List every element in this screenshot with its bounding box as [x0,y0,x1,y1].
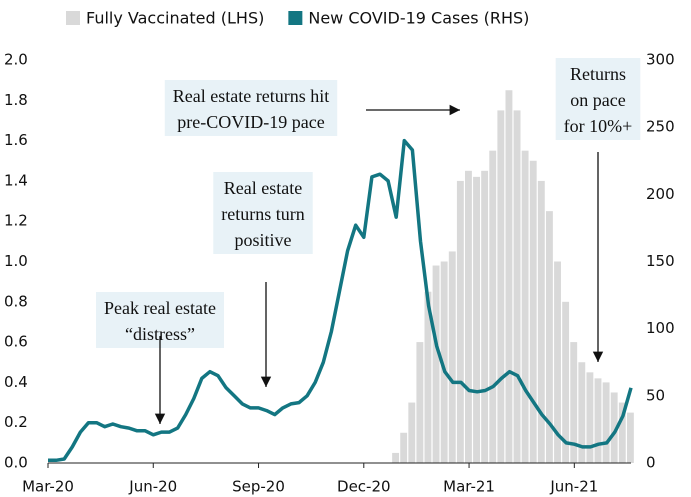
x-tick-label: Sep-20 [232,478,285,496]
x-tick-label: Mar-20 [22,478,74,496]
y2-tick-label: 300 [646,51,675,69]
bar [618,402,626,463]
y-tick-label: 0.8 [4,292,28,310]
line [48,138,633,463]
y-tick-label: 1.4 [4,171,28,189]
bar [505,90,513,463]
y-tick-label: 1.0 [4,252,28,270]
y2-tick-label: 150 [646,252,675,270]
annotation-text: positive [235,230,292,250]
annotation: Real estate returns hit pre-COVID-19 pace [164,80,460,136]
annotation: Returns on pace for 10%+ [555,58,641,362]
bar [440,261,448,463]
annotation-text: “distress” [125,324,195,344]
bar [489,150,497,464]
bar [432,265,440,463]
y2-tick-label: 100 [646,319,675,337]
bar [424,291,432,463]
y-tick-label: 0.0 [4,454,28,472]
bar [408,402,416,463]
bar [400,432,408,463]
bar [578,362,586,463]
bar [586,372,594,463]
bar [610,392,618,463]
bar [513,110,521,463]
bar [481,170,489,463]
legend-label: Fully Vaccinated (LHS) [86,9,264,28]
line-layer [48,138,633,463]
bar [570,342,578,463]
x-tick-label: Dec-20 [337,478,391,496]
annotation-box [213,172,313,254]
bar [456,180,464,463]
annotation-text: for 10%+ [564,116,633,136]
bar [554,261,561,463]
x-tick-label: Jun-21 [549,478,598,496]
y-tick-label: 1.6 [4,131,28,149]
legend-swatch [288,11,303,25]
bar [521,150,529,464]
annotation-box [164,80,338,136]
y-tick-label: 0.6 [4,333,28,351]
y-tick-label: 2.0 [4,51,28,69]
annotation-text: pre-COVID-19 pace [177,112,324,132]
annotation-layer: Peak real estate “distress” Real estate ret… [96,58,641,424]
annotation-text: on pace [570,90,625,110]
bar [562,301,570,463]
bar [392,452,400,463]
y-tick-label: 1.2 [4,212,28,230]
y2-tick-label: 250 [646,118,675,136]
x-tick-label: Jun-20 [128,478,177,496]
annotation-text: Returns [570,64,626,84]
annotation-text: returns turn [221,204,304,224]
bar [626,412,634,463]
bar [473,176,480,463]
x-tick-label: Mar-21 [443,478,495,496]
annotation-text: Real estate [224,178,302,198]
y-tick-label: 0.4 [4,373,28,391]
legend-item: Fully Vaccinated (LHS) [66,9,264,28]
annotation-text: Peak real estate [104,298,216,318]
legend-swatch [66,11,80,25]
annotation-text: Real estate returns hit [173,86,329,106]
legend-item: New COVID-19 Cases (RHS) [288,9,529,28]
y2-tick-label: 0 [646,454,656,472]
y-tick-label: 1.8 [4,91,28,109]
annotation-box [555,58,641,140]
bar [465,170,472,463]
bar [545,211,553,463]
bar [448,251,456,463]
y2-tick-label: 200 [646,185,675,203]
bar [537,180,545,463]
bar [497,110,505,463]
y-tick-label: 0.2 [4,413,28,431]
annotation: Real estate returns turn positive [213,172,313,387]
y2-tick-label: 50 [646,386,665,404]
legend-label: New COVID-19 Cases (RHS) [308,9,529,28]
bar-layer [392,90,634,464]
annotation: Peak real estate “distress” [96,292,224,424]
bar [594,378,602,463]
bar [602,382,610,463]
bar [416,342,424,463]
bar [529,160,537,463]
